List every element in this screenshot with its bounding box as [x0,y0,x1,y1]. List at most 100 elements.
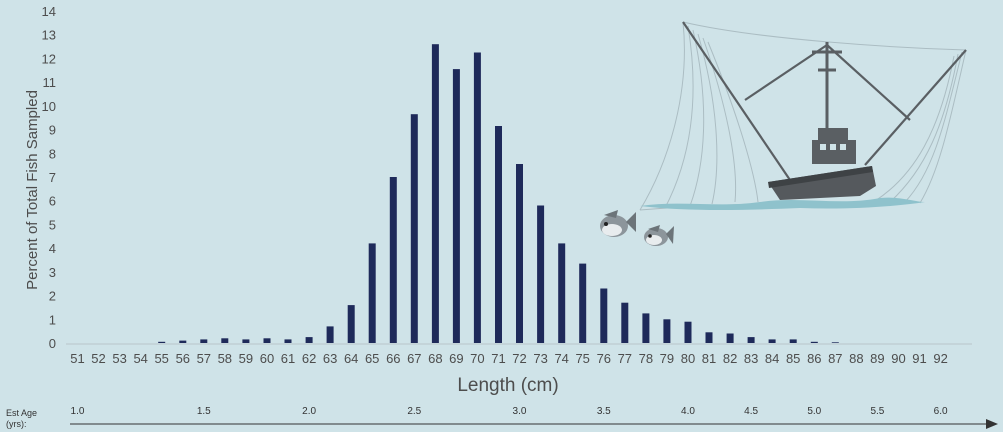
x-tick-label: 51 [70,351,84,366]
x-tick-label: 57 [197,351,211,366]
x-tick-label: 73 [533,351,547,366]
bar [831,342,839,343]
bar [158,341,166,343]
x-tick-label: 80 [681,351,695,366]
bar [789,339,797,343]
bar [200,339,208,343]
y-tick-label: 5 [49,217,56,232]
bar [263,338,271,343]
bar [537,205,545,343]
bar [663,319,671,343]
x-tick-label: 61 [281,351,295,366]
bar [579,263,587,343]
bar [705,332,713,343]
x-tick-label: 71 [491,351,505,366]
x-tick-label: 63 [323,351,337,366]
fish-icon [600,210,636,237]
x-tick-label: 56 [176,351,190,366]
x-tick-label: 82 [723,351,737,366]
bar [684,321,692,343]
bar [768,339,776,343]
bar [410,114,418,343]
bar [452,69,460,343]
bar [621,302,629,343]
age-tick-label: 4.5 [744,406,758,417]
y-axis-label: Percent of Total Fish Sampled [24,90,41,290]
y-tick-label: 4 [49,241,56,256]
bar [558,243,566,343]
age-axis-label-line2: (yrs): [6,419,27,429]
y-tick-label: 13 [42,28,56,43]
x-tick-label: 60 [260,351,274,366]
age-tick-label: 2.0 [302,406,316,417]
bar [347,305,355,343]
bar [368,243,376,343]
bar [305,337,313,343]
x-tick-label: 88 [849,351,863,366]
bar-series [158,44,839,343]
y-tick-label: 0 [49,336,56,351]
age-axis-label-line1: Est Age [6,408,37,418]
x-tick-label: 75 [575,351,589,366]
bar [642,313,650,343]
y-tick-label: 8 [49,146,56,161]
x-tick-label: 52 [91,351,105,366]
y-tick-label: 1 [49,312,56,327]
bar [726,333,734,343]
bar [179,340,187,343]
x-tick-label: 86 [807,351,821,366]
age-tick-label: 3.5 [597,406,611,417]
y-tick-label: 2 [49,289,56,304]
x-tick-label: 59 [239,351,253,366]
bar [473,52,481,343]
bar [495,126,502,343]
bar [431,44,439,343]
x-tick-label: 77 [618,351,632,366]
x-tick-label: 54 [133,351,147,366]
y-tick-label: 11 [43,75,57,90]
x-tick-label: 87 [828,351,842,366]
x-tick-label: 72 [512,351,526,366]
bar [284,339,292,343]
bar [600,288,608,343]
x-tick-label: 64 [344,351,358,366]
x-tick-label: 70 [470,351,484,366]
x-tick-label: 55 [154,351,168,366]
x-tick-label: 69 [449,351,463,366]
y-tick-label: 6 [49,194,56,209]
y-tick-label: 7 [49,170,56,185]
arrow-right-icon [986,419,998,429]
x-tick-label: 90 [891,351,905,366]
y-tick-label: 12 [42,51,56,66]
y-tick-label: 14 [42,4,56,19]
x-tick-label: 79 [660,351,674,366]
x-tick-label: 91 [912,351,926,366]
bar [747,337,755,343]
x-axis-ticks: 51 52 53 54 55 56 57 58 59 60 61 62 63 64 65 66 67 68 69 70… [70,351,948,366]
bar [810,341,818,343]
x-tick-label: 74 [554,351,568,366]
x-tick-label: 76 [597,351,611,366]
age-axis-ticks: 1.0 1.5 2.0 2.5 3.0 3.5 4.0 4.5 5.0 5.5 6.0 [71,406,948,417]
bar [221,338,229,343]
x-tick-label: 53 [112,351,126,366]
x-tick-label: 62 [302,351,316,366]
age-tick-label: 1.5 [197,406,211,417]
y-tick-label: 3 [49,265,56,280]
fishing-boat-icon [639,21,967,211]
x-axis-label: Length (cm) [457,375,558,396]
bar [389,177,397,343]
x-tick-label: 78 [639,351,653,366]
x-tick-label: 66 [386,351,400,366]
x-tick-label: 68 [428,351,442,366]
age-tick-label: 4.0 [681,406,695,417]
age-tick-label: 6.0 [934,406,948,417]
x-tick-label: 89 [870,351,884,366]
x-tick-label: 92 [933,351,947,366]
age-tick-label: 2.5 [407,406,421,417]
age-tick-label: 5.5 [870,406,884,417]
bar [242,339,250,343]
